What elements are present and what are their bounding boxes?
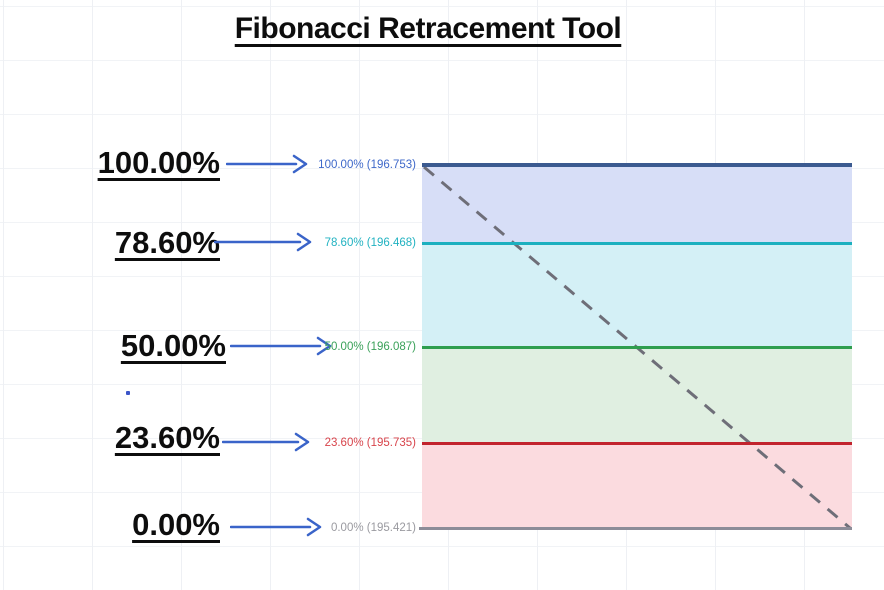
level-percent-label-78: 78.60% [114,225,220,260]
level-percent-label-100: 100.00% [97,145,220,180]
fib-level-line-100 [422,163,852,167]
level-percent-label-0: 0.00% [132,507,220,542]
level-percent-label-50: 50.00% [120,328,226,363]
fib-band-23-0 [422,444,852,529]
level-annotation-78: 78.60% (196.468) [324,237,416,249]
fib-band-50-23 [422,347,852,444]
fib-level-line-78 [422,242,852,245]
arrow-right-icon [214,229,312,255]
fib-retracement-area [419,163,852,531]
page-title: Fibonacci Retracement Tool [234,12,622,45]
level-annotation-100: 100.00% (196.753) [318,159,416,171]
fib-level-line-0 [419,527,852,530]
arrow-right-icon [230,333,332,359]
fib-band-78-50 [422,243,852,347]
arrow-right-icon [226,151,308,177]
level-annotation-0: 0.00% (195.421) [330,522,416,534]
level-percent-label-23: 23.60% [114,420,220,455]
level-annotation-50: 50.00% (196.087) [324,341,416,353]
level-annotation-23: 23.60% (195.735) [324,437,416,449]
arrow-right-icon [222,429,310,455]
fib-level-line-23 [422,442,852,445]
stray-dot-mark [126,391,130,395]
fib-band-100-78 [422,166,852,243]
fib-level-line-50 [422,346,852,349]
arrow-right-icon [230,514,322,540]
